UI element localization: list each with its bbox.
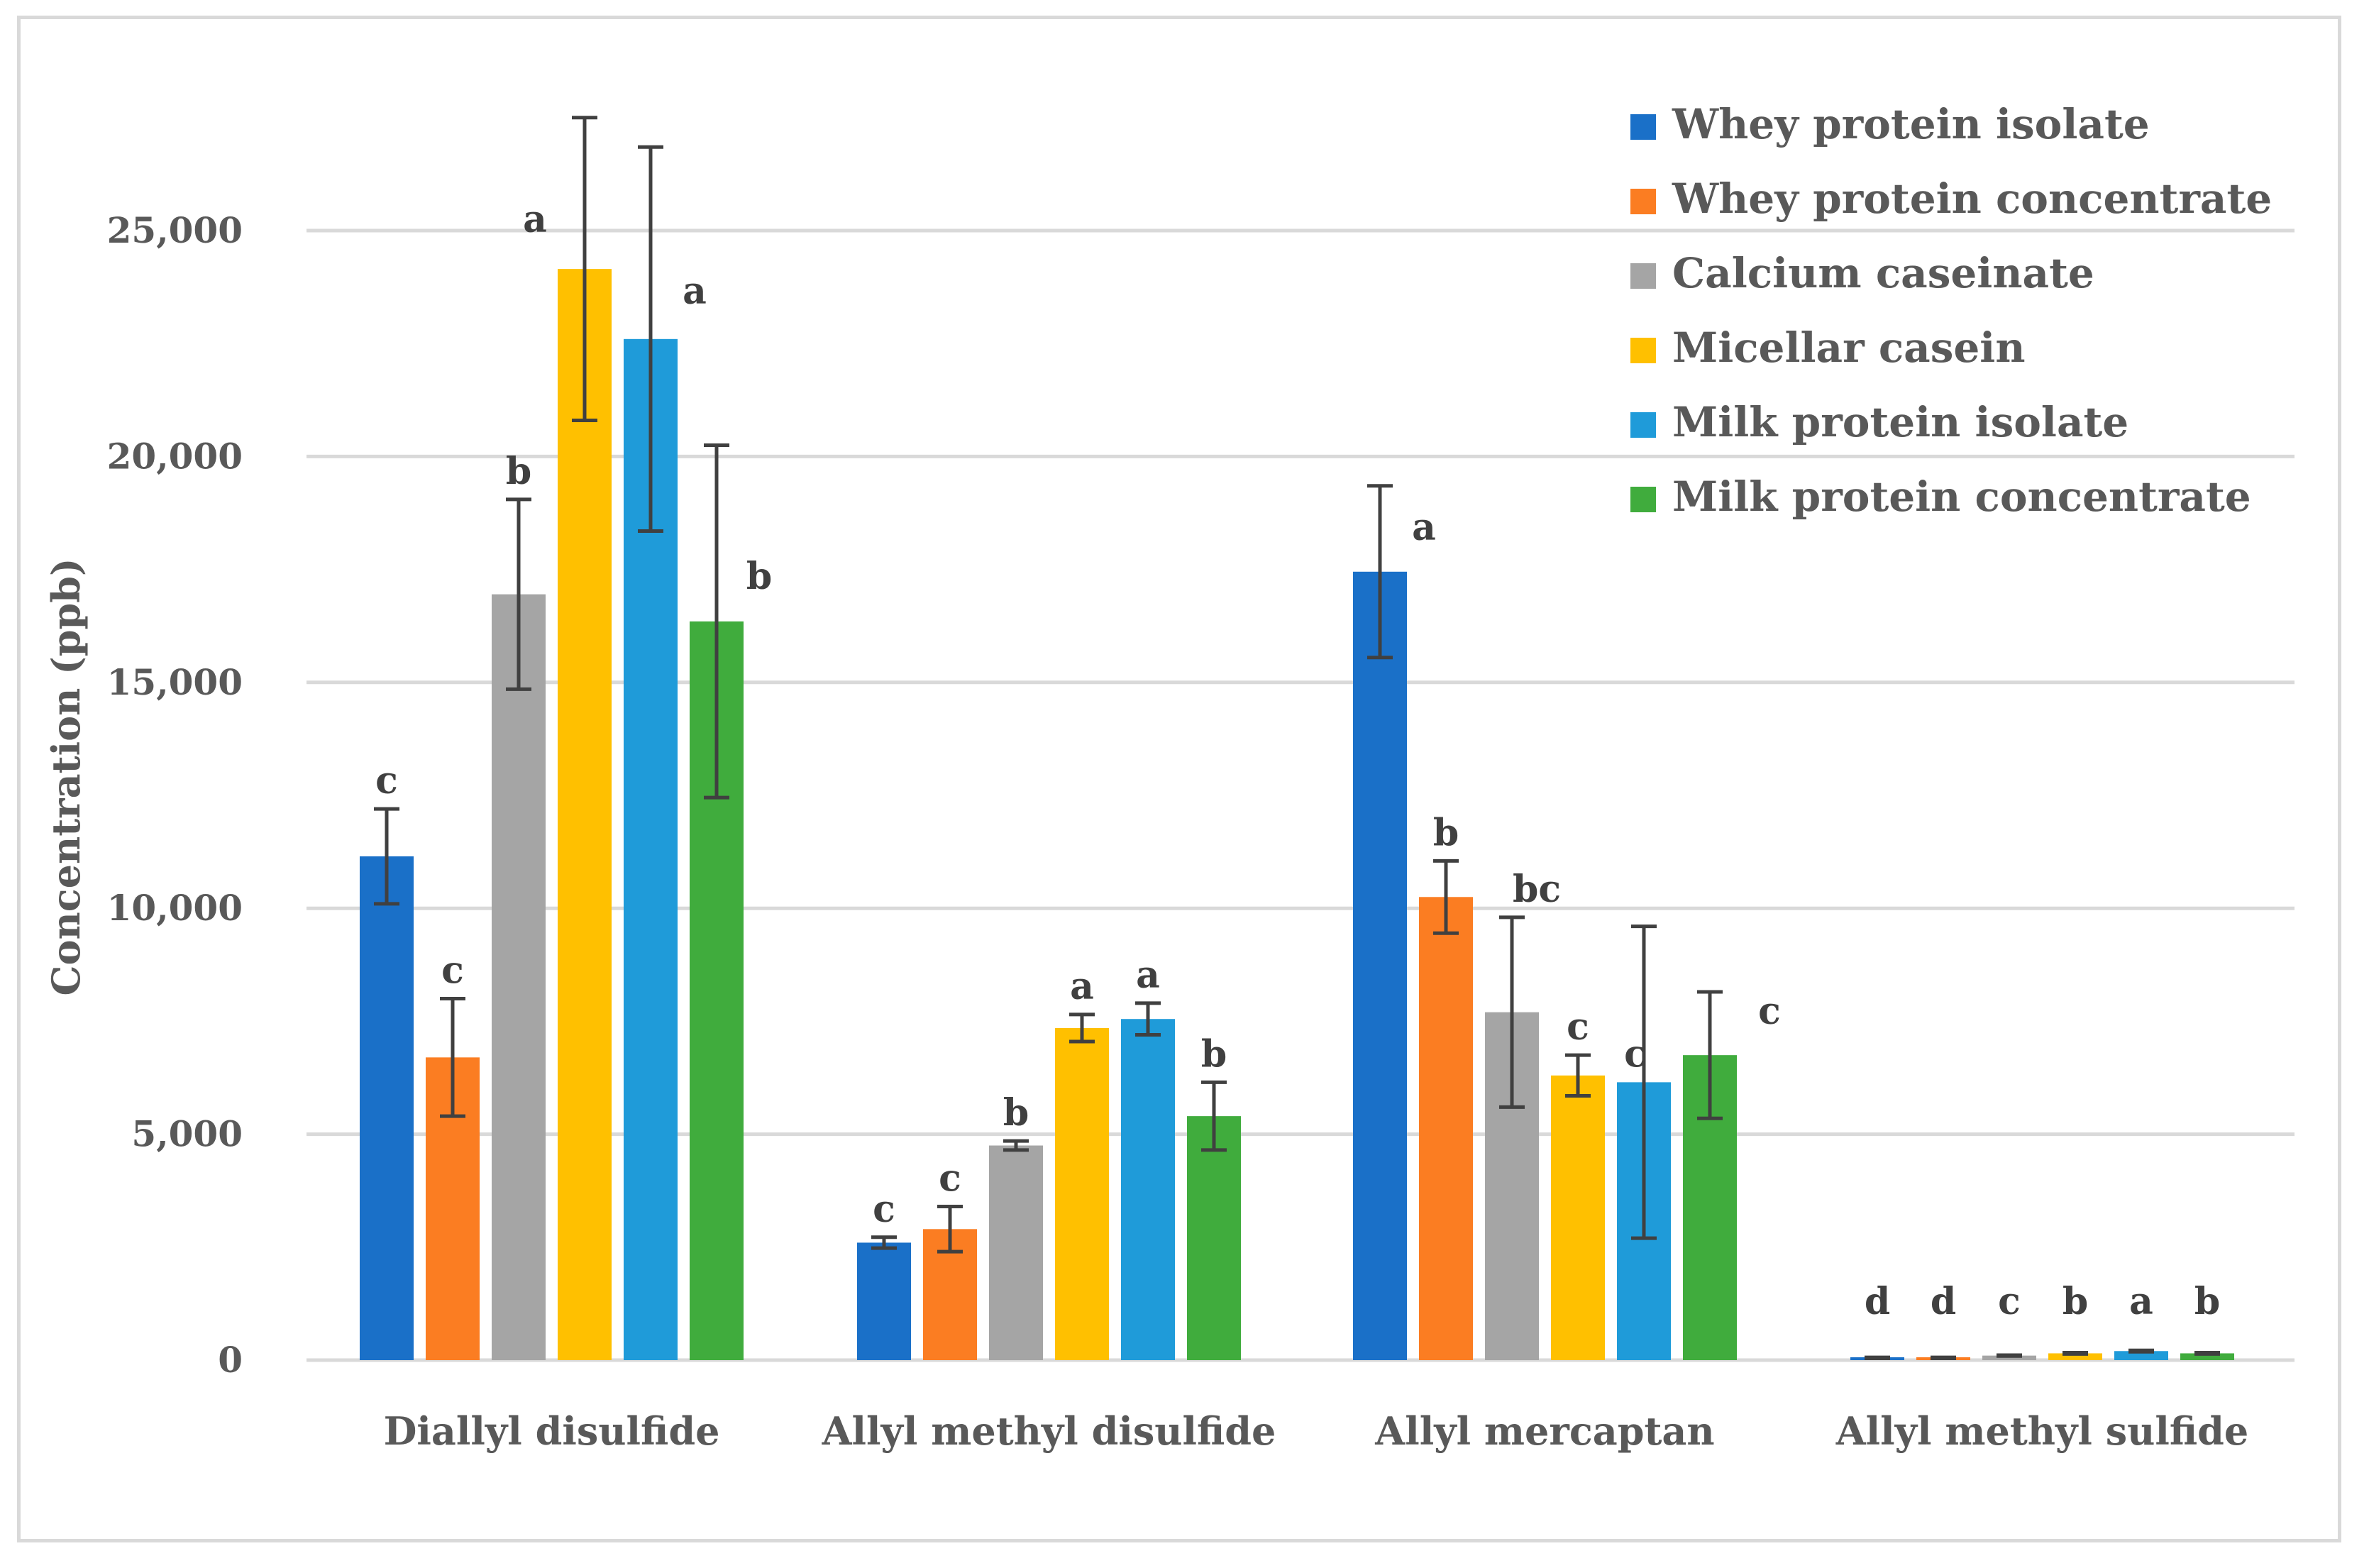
legend-label: Whey protein isolate <box>1672 100 2150 148</box>
legend-swatch <box>1630 114 1656 140</box>
y-tick-label: 20,000 <box>107 435 243 477</box>
y-axis-ticks: 0 5,000 10,000 15,000 20,000 25,000 <box>107 209 243 1381</box>
significance-letter: c <box>1998 1280 2021 1323</box>
significance-letter: a <box>2129 1280 2153 1323</box>
significance-letter: c <box>1758 990 1781 1033</box>
significance-letter: a <box>683 270 707 313</box>
x-axis-categories: Diallyl disulfide Allyl methyl disulfide A… <box>384 1408 2249 1454</box>
significance-letter: c <box>873 1188 895 1231</box>
significance-letter: b <box>746 555 772 598</box>
bars <box>360 269 2234 1361</box>
legend-label: Calcium caseinate <box>1672 249 2094 297</box>
bar <box>2048 1353 2102 1360</box>
legend: Whey protein isolate Whey protein concent… <box>1630 100 2272 521</box>
significance-letter: b <box>506 450 531 493</box>
error-bars <box>374 116 2220 1360</box>
significance-letter: b <box>2194 1280 2220 1323</box>
bar <box>2114 1351 2168 1360</box>
y-tick-label: 5,000 <box>131 1113 243 1155</box>
bar <box>989 1145 1043 1360</box>
significance-letter: bc <box>1513 868 1561 911</box>
y-tick-label: 25,000 <box>107 209 243 251</box>
significance-letter: a <box>1070 965 1094 1008</box>
bar <box>1982 1355 2036 1360</box>
significance-letter: c <box>1624 1032 1647 1076</box>
y-tick-label: 10,000 <box>107 887 243 929</box>
significance-letter: d <box>1931 1280 1956 1323</box>
bar <box>360 856 414 1360</box>
bar <box>1353 571 1407 1361</box>
x-category-label: Allyl methyl sulfide <box>1835 1408 2249 1454</box>
legend-label: Whey protein concentrate <box>1672 175 2272 223</box>
significance-letter: b <box>2062 1280 2088 1323</box>
x-category-label: Allyl methyl disulfide <box>822 1408 1276 1454</box>
significance-letter: a <box>1136 954 1160 997</box>
y-tick-label: 15,000 <box>107 661 243 703</box>
bar <box>2180 1353 2234 1360</box>
y-tick-label: 0 <box>218 1339 243 1381</box>
legend-label: Milk protein isolate <box>1672 398 2128 446</box>
significance-letter: a <box>1412 506 1436 549</box>
legend-label: Milk protein concentrate <box>1672 473 2251 521</box>
significance-letter: b <box>1003 1091 1029 1134</box>
bar <box>1055 1027 1109 1360</box>
significance-letter: c <box>441 949 464 993</box>
significance-letter: a <box>523 198 547 241</box>
legend-swatch <box>1630 189 1656 214</box>
significance-letter: c <box>939 1156 961 1200</box>
significance-letter: b <box>1201 1032 1227 1076</box>
x-category-label: Allyl mercaptan <box>1374 1408 1714 1454</box>
legend-swatch <box>1630 263 1656 289</box>
bar <box>1419 897 1473 1360</box>
significance-letter: c <box>1567 1005 1589 1049</box>
y-axis-label: Concentration (ppb) <box>43 558 89 995</box>
bar <box>1121 1019 1175 1360</box>
significance-letter: d <box>1865 1280 1890 1323</box>
significance-letter: b <box>1433 811 1459 854</box>
bar <box>1187 1116 1241 1360</box>
bar <box>857 1242 911 1360</box>
legend-swatch <box>1630 338 1656 363</box>
x-category-label: Diallyl disulfide <box>384 1408 720 1454</box>
significance-letter: c <box>375 759 398 802</box>
bar <box>492 594 546 1360</box>
bar <box>558 269 612 1361</box>
legend-swatch <box>1630 412 1656 438</box>
bar <box>1551 1075 1605 1360</box>
legend-swatch <box>1630 487 1656 512</box>
legend-label: Micellar casein <box>1672 324 2026 372</box>
